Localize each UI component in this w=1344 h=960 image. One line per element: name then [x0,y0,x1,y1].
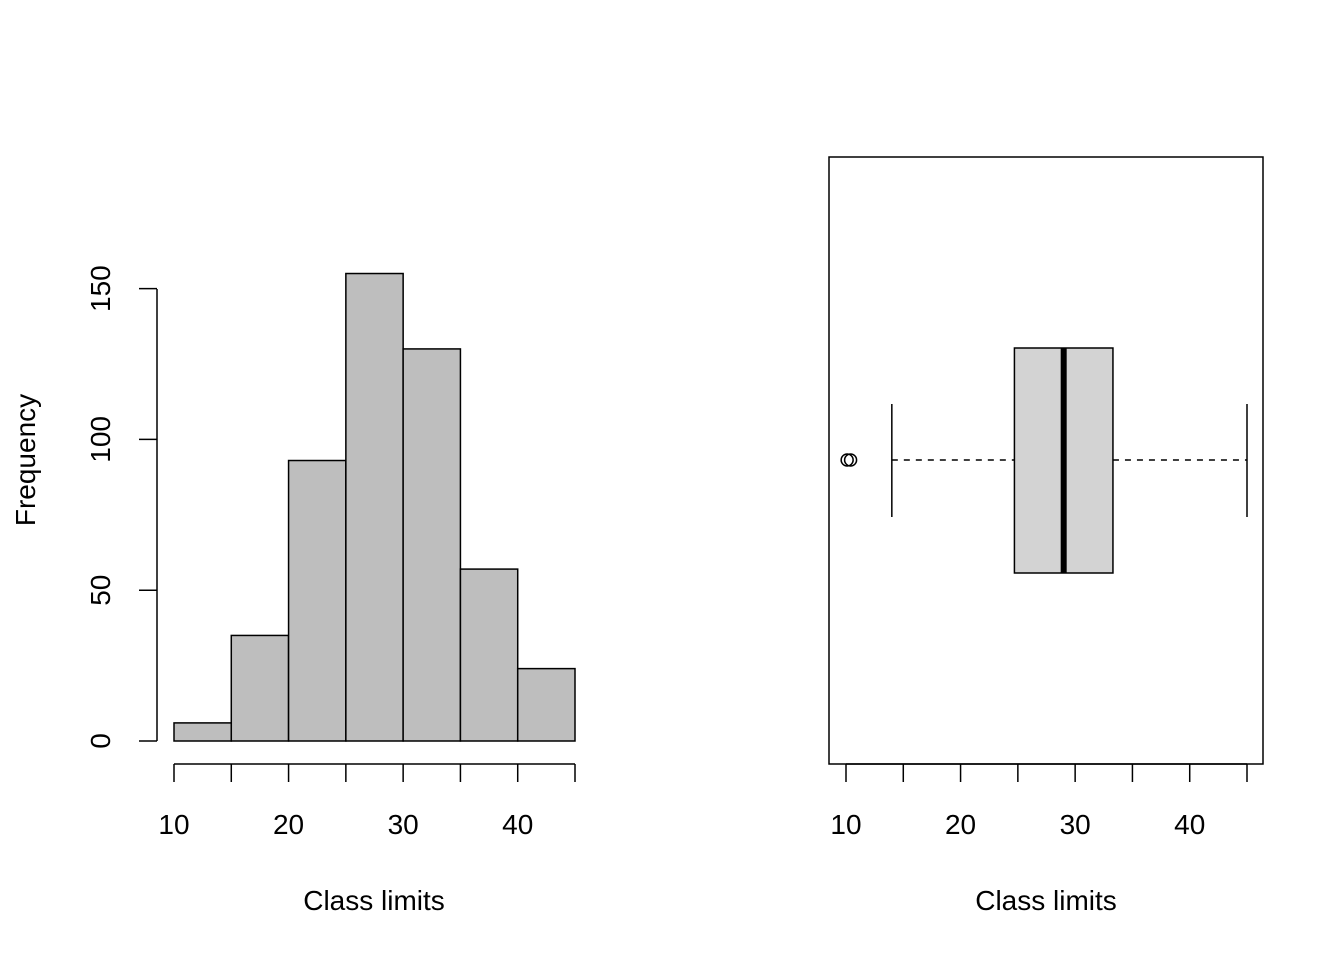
histogram-bar [230,634,290,742]
x-tick-label: 30 [388,809,419,840]
histogram-bar [459,568,519,742]
y-axis-ticks: 0 50 100 150 [85,265,157,749]
histogram-bar [173,722,233,742]
y-tick-label: 150 [85,265,116,312]
histogram-bar [345,272,404,742]
x-tick-label: 20 [945,809,976,840]
x-tick-label: 40 [502,809,533,840]
histogram-panel: 10 20 30 40 0 50 100 150 Class limits Frequenc… [10,265,576,916]
x-axis-title: Class limits [975,885,1117,916]
x-tick-label: 10 [158,809,189,840]
histogram-bars [173,272,576,742]
x-axis-ticks: 10 20 30 40 [158,764,576,840]
y-axis-title: Frequency [10,394,41,526]
boxplot-elements [840,347,1248,574]
y-tick-label: 100 [85,416,116,463]
x-tick-label: 30 [1060,809,1091,840]
outlier-point [843,453,858,467]
x-tick-label: 40 [1174,809,1205,840]
y-tick-label: 0 [85,733,116,749]
y-tick-label: 50 [85,575,116,606]
x-axis-title: Class limits [303,885,445,916]
x-axis-ticks: 10 20 30 40 [830,764,1248,840]
x-tick-label: 10 [830,809,861,840]
outlier-point [840,453,854,467]
boxplot-panel: 10 20 30 40 Class limits [828,156,1264,916]
histogram-bar [287,459,347,742]
histogram-bar [402,348,462,742]
x-tick-label: 20 [273,809,304,840]
histogram-bar [516,667,576,742]
